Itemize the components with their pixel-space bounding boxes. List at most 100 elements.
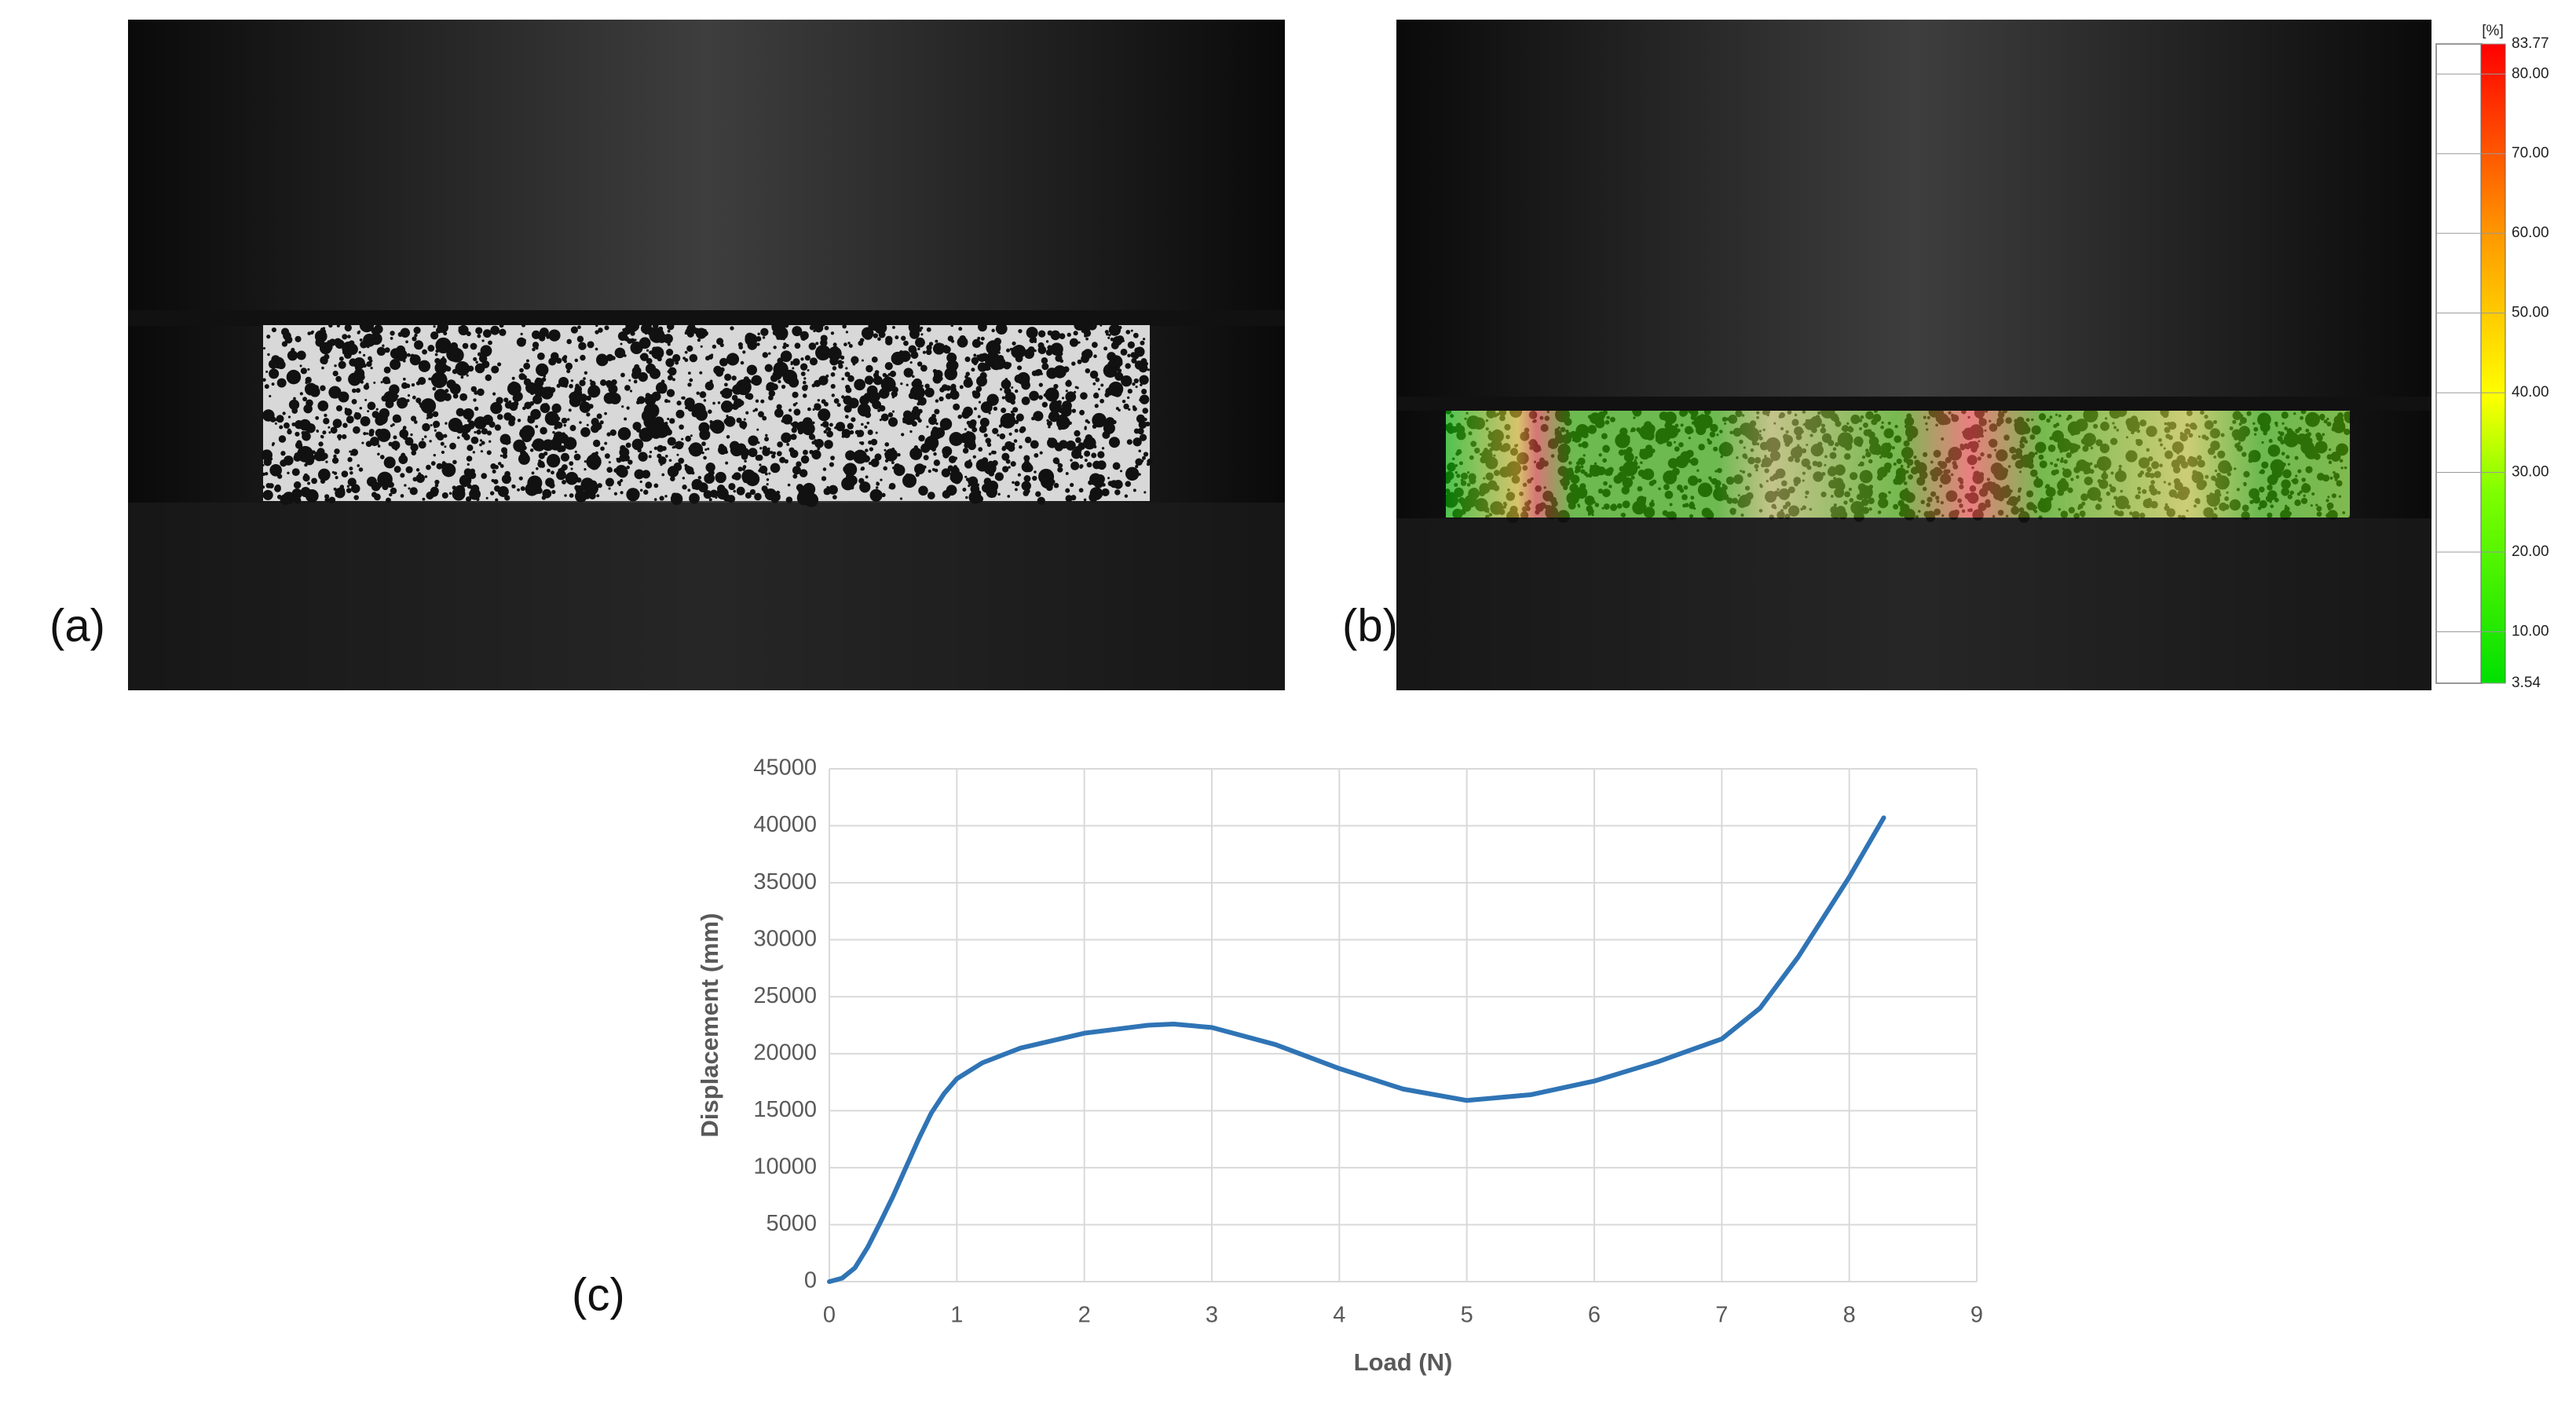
speckle xyxy=(1067,332,1071,337)
speckle xyxy=(934,468,939,473)
speckle xyxy=(338,437,342,441)
speckle xyxy=(858,441,862,444)
speckle xyxy=(368,356,372,361)
speckle xyxy=(520,486,525,492)
speckle xyxy=(715,365,721,371)
speckle xyxy=(479,439,483,442)
speckle xyxy=(978,401,982,404)
colorbar-tick-label: 40.00 xyxy=(2512,384,2549,401)
speckle xyxy=(440,441,445,446)
speckle xyxy=(399,429,409,439)
speckle xyxy=(926,425,929,428)
speckle xyxy=(366,361,372,368)
speckle xyxy=(649,368,660,379)
speckle xyxy=(355,388,361,393)
speckle xyxy=(657,416,660,419)
speckle xyxy=(430,424,433,427)
speckle xyxy=(639,354,645,360)
speckle xyxy=(953,475,961,485)
speckle xyxy=(676,401,682,406)
speckle xyxy=(486,450,492,455)
speckle xyxy=(1056,400,1062,405)
speckle xyxy=(562,432,565,437)
speckle xyxy=(762,336,766,339)
speckle xyxy=(1050,342,1063,356)
speckle xyxy=(499,433,511,445)
speckle xyxy=(390,359,401,371)
speckle xyxy=(743,418,746,421)
speckle xyxy=(474,416,487,430)
speckle xyxy=(598,327,603,333)
speckle xyxy=(933,452,937,456)
speckle xyxy=(600,379,607,386)
speckle xyxy=(637,448,642,453)
speckle xyxy=(524,401,532,410)
speckle xyxy=(775,374,781,379)
speckle xyxy=(569,395,581,408)
speckle xyxy=(629,390,633,393)
speckle xyxy=(470,436,479,444)
speckle xyxy=(293,453,302,462)
speckle xyxy=(913,444,918,450)
speckle xyxy=(511,484,515,488)
speckle xyxy=(1120,348,1128,356)
speckle xyxy=(284,422,290,429)
speckle xyxy=(963,431,976,444)
speckle xyxy=(1077,359,1082,364)
speckle xyxy=(579,379,586,386)
speckle xyxy=(1074,445,1082,454)
speckle xyxy=(1069,338,1079,347)
speckle xyxy=(1063,366,1070,373)
speckle xyxy=(330,426,338,434)
speckle xyxy=(481,473,488,479)
speckle xyxy=(473,357,478,361)
speckle xyxy=(628,379,631,382)
speckle xyxy=(307,368,310,371)
speckle xyxy=(438,369,443,375)
speckle xyxy=(782,337,785,341)
speckle xyxy=(800,331,809,340)
speckle xyxy=(405,340,408,344)
speckle xyxy=(455,361,470,376)
speckle xyxy=(874,370,880,375)
speckle xyxy=(700,345,703,348)
speckle xyxy=(780,350,792,362)
y-tick-label: 0 xyxy=(804,1268,817,1293)
speckle xyxy=(942,346,951,354)
speckle xyxy=(472,451,476,454)
speckle xyxy=(386,497,391,503)
speckle xyxy=(993,482,997,486)
speckle xyxy=(821,355,825,360)
speckle xyxy=(499,323,504,328)
speckle xyxy=(1059,440,1068,449)
speckle xyxy=(628,459,633,465)
speckle xyxy=(613,468,619,474)
speckle xyxy=(616,457,619,461)
speckle xyxy=(882,376,895,389)
speckle xyxy=(784,335,788,338)
speckle xyxy=(532,394,543,404)
speckle xyxy=(338,341,342,344)
speckle xyxy=(728,482,736,491)
speckle xyxy=(1126,439,1132,445)
speckle xyxy=(299,392,303,396)
speckle xyxy=(652,322,659,329)
y-tick-label: 25000 xyxy=(753,983,817,1008)
speckle xyxy=(1114,371,1124,381)
speckle xyxy=(685,406,689,410)
speckle xyxy=(1084,426,1087,429)
speckle xyxy=(1061,397,1065,400)
speckle xyxy=(441,492,448,499)
speckle xyxy=(311,450,316,455)
y-axis-label: Displacement (mm) xyxy=(696,913,723,1138)
speckle xyxy=(334,448,340,455)
speckle xyxy=(359,338,363,342)
speckle xyxy=(1134,347,1140,353)
speckle xyxy=(263,458,272,466)
speckle xyxy=(586,423,589,426)
speckle xyxy=(745,332,755,342)
speckle xyxy=(843,395,853,405)
speckle xyxy=(1112,462,1121,470)
speckle xyxy=(950,324,954,327)
speckle xyxy=(927,492,935,499)
